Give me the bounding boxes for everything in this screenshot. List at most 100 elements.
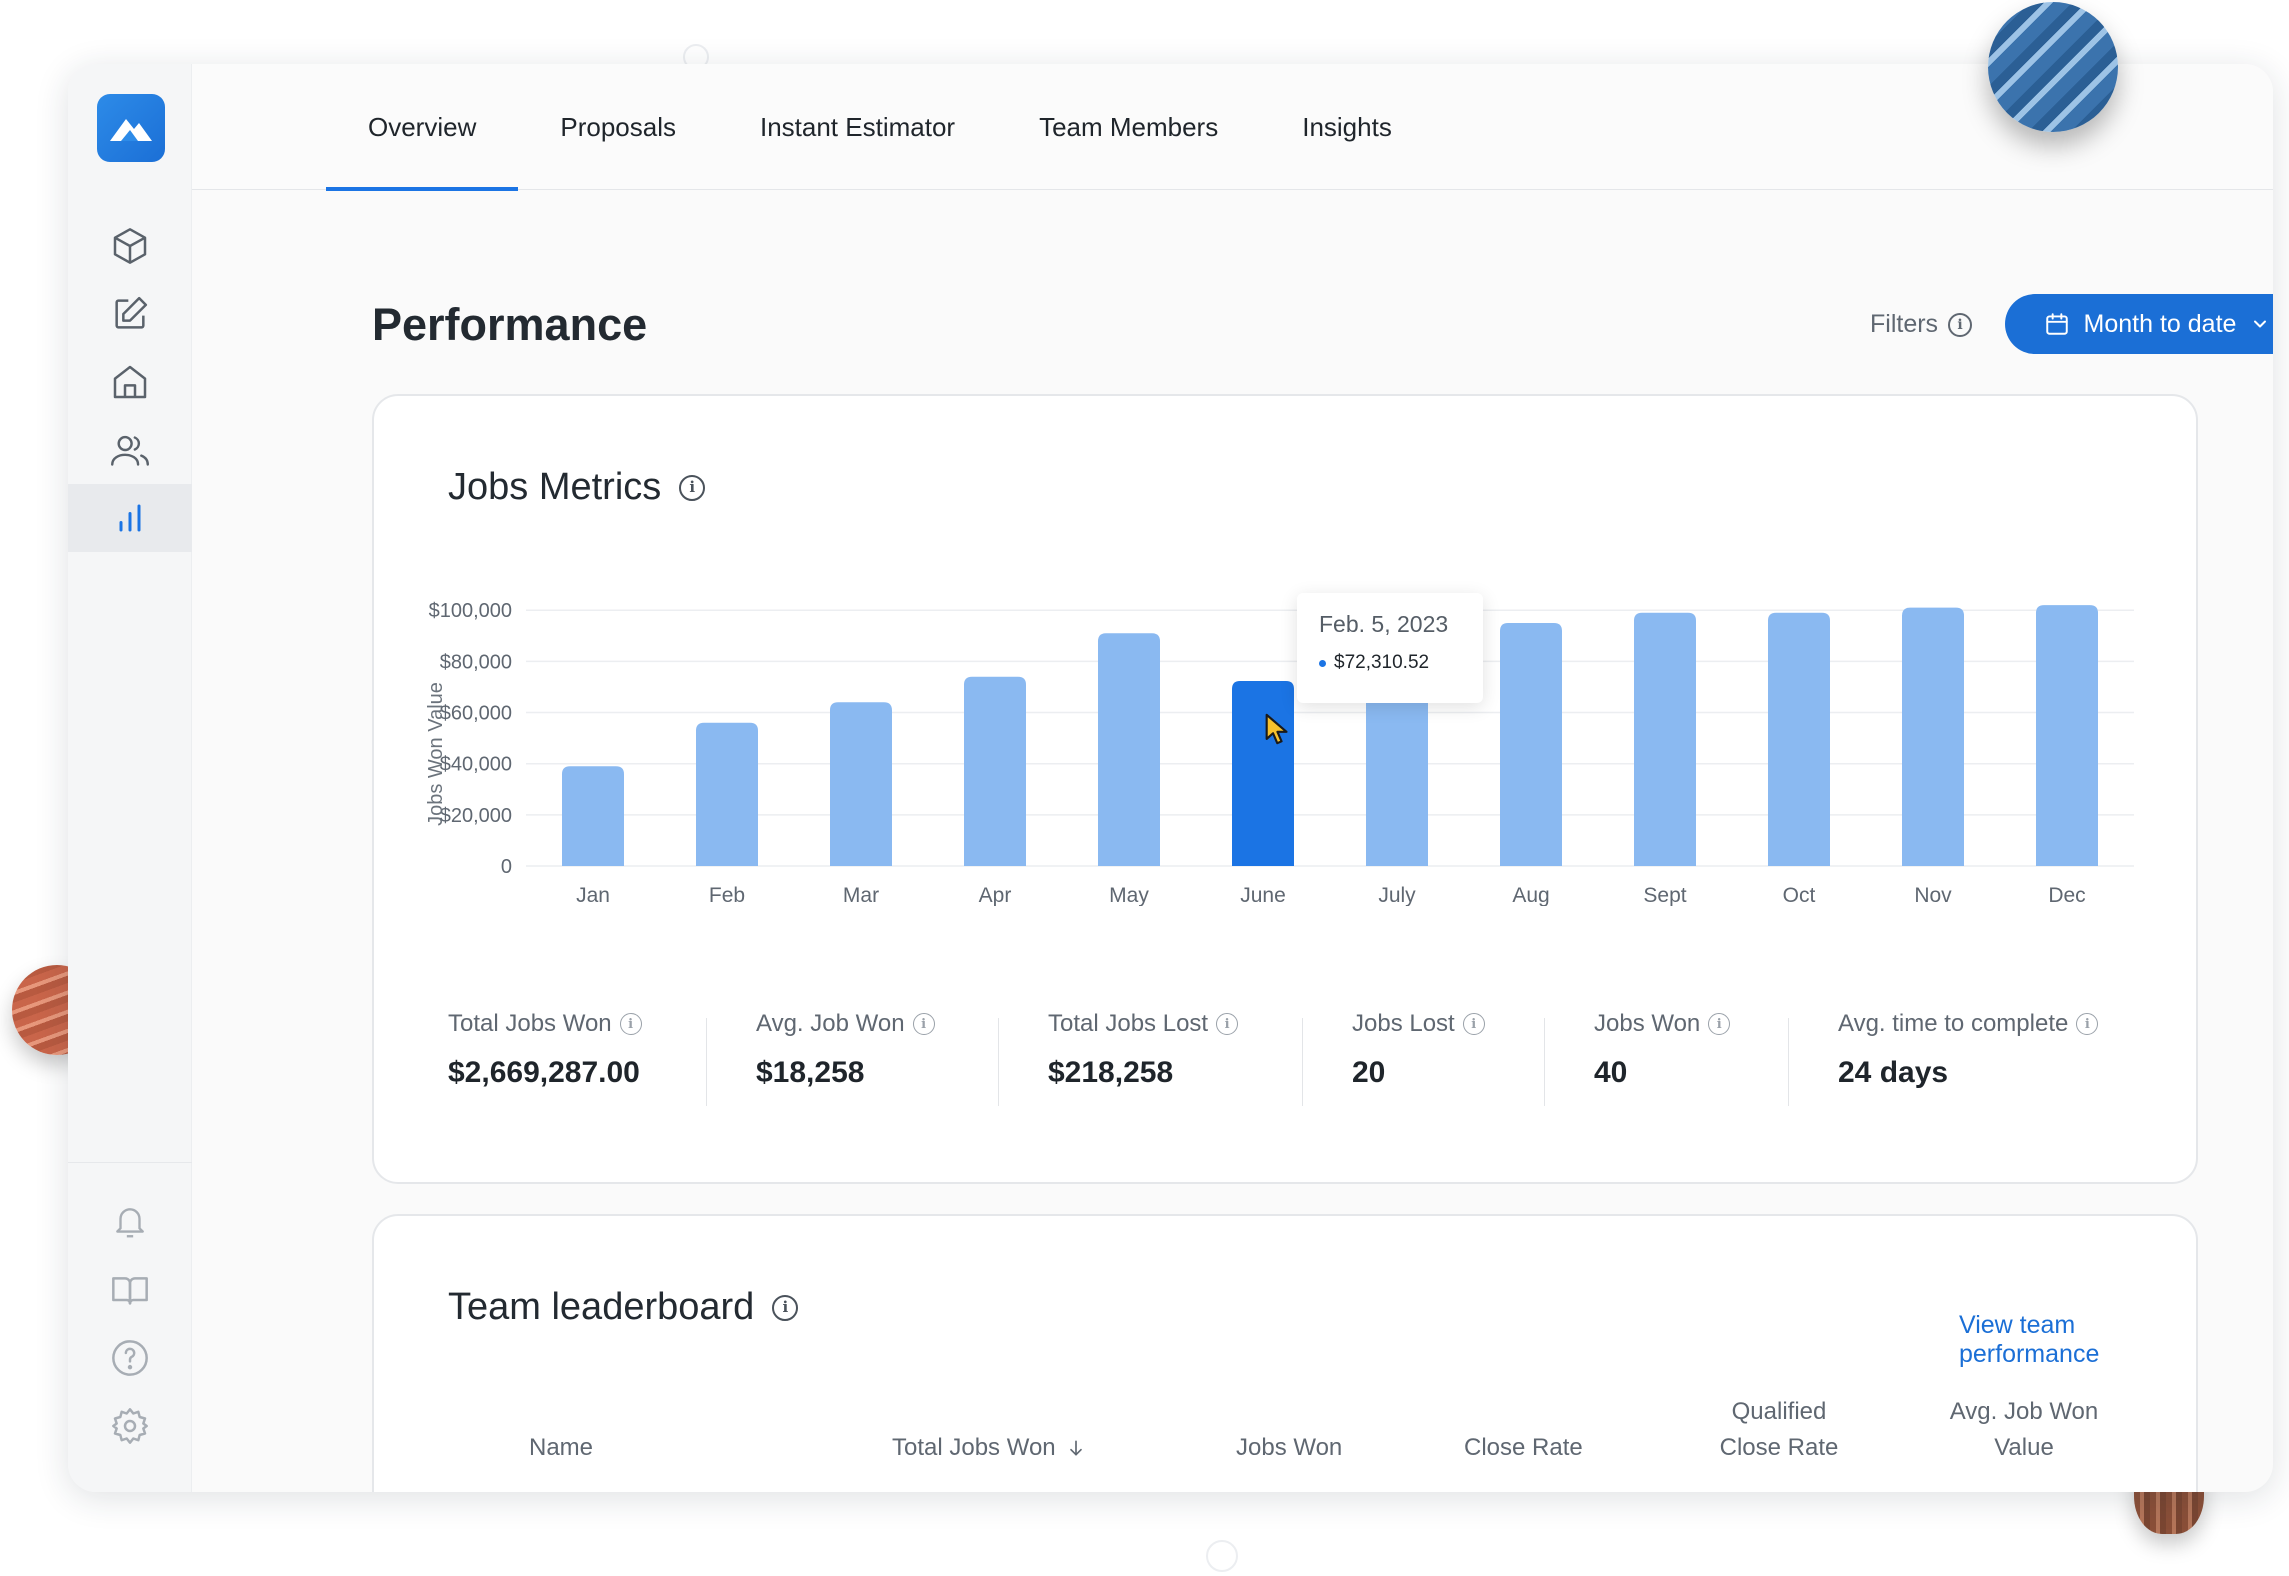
view-team-performance-link[interactable]: View team performance	[1959, 1311, 2100, 1368]
app-logo[interactable]	[97, 94, 165, 162]
info-icon[interactable]: i	[1948, 312, 1973, 337]
info-icon[interactable]: i	[772, 1294, 799, 1321]
solar-panel-photo	[1988, 2, 2118, 132]
y-tick-label: $100,000	[429, 600, 512, 622]
column-header-jobs-won[interactable]: Jobs Won	[1236, 1434, 1343, 1461]
x-tick-label: Nov	[1914, 884, 1952, 906]
tooltip-value-row: $72,310.52	[1319, 652, 1483, 674]
x-tick-label: Oct	[1783, 884, 1816, 906]
stat-value: 24 days	[1838, 1056, 1949, 1089]
bar-jan[interactable]	[562, 766, 624, 866]
column-header-close-rate[interactable]: Close Rate	[1464, 1434, 1583, 1461]
tab-insights[interactable]: Insights	[1302, 111, 1392, 142]
stat-value: $18,258	[756, 1056, 865, 1089]
y-tick-label: 0	[501, 856, 512, 878]
x-tick-label: Jan	[576, 884, 610, 906]
team-leaderboard-title: Team leaderboard	[448, 1286, 755, 1328]
metrics-stats-row: Total Jobs Won i $2,669,287.00 Avg. Job W…	[374, 1010, 2196, 1110]
stat-value: 40	[1594, 1056, 1628, 1089]
tab-team-members[interactable]: Team Members	[1039, 111, 1219, 142]
chart-tooltip: Feb. 5, 2023 $72,310.52	[1297, 593, 1483, 703]
cube-icon	[113, 228, 147, 264]
sidebar-item-settings[interactable]	[68, 1392, 192, 1460]
filters-label: Filters	[1870, 310, 1939, 338]
tooltip-series-dot	[1319, 659, 1326, 667]
column-header-name[interactable]: Name	[529, 1434, 594, 1461]
gear-icon	[112, 1408, 148, 1444]
bar-apr[interactable]	[964, 676, 1026, 866]
stat-total-jobs-lost: Total Jobs Lost i $218,258	[1048, 1010, 1239, 1110]
bar-chart-svg: 0 $20,000 $40,000 $60,000 $80,000 $100,000 Ja…	[425, 600, 2134, 907]
stat-value: $2,669,287.00	[448, 1056, 640, 1089]
x-tick-label: Aug	[1512, 884, 1549, 906]
sidebar-item-home[interactable]	[68, 348, 192, 416]
sidebar-item-docs[interactable]	[68, 1256, 192, 1324]
stat-label: Total Jobs Won	[448, 1010, 612, 1037]
jobs-metrics-card: Jobs Metrics i 0 $20,000 $40,000 $60,000 $80…	[372, 394, 2198, 1184]
info-icon[interactable]: i	[1708, 1013, 1731, 1035]
info-icon[interactable]: i	[1216, 1013, 1239, 1035]
jobs-won-chart: 0 $20,000 $40,000 $60,000 $80,000 $100,000 Ja…	[414, 576, 2174, 907]
mouse-cursor-icon	[1265, 713, 1288, 745]
app-window: Overview Proposals Instant Estimator Tea…	[68, 64, 2273, 1492]
tooltip-date: Feb. 5, 2023	[1319, 611, 1449, 637]
top-navigation: Overview Proposals Instant Estimator Tea…	[192, 64, 2273, 191]
y-tick-label: $80,000	[440, 651, 512, 673]
stat-label: Jobs Won	[1594, 1010, 1701, 1037]
column-header-avg-job-won-value[interactable]: Avg. Job Won Value	[1949, 1398, 2099, 1461]
bar-june[interactable]	[1232, 681, 1294, 866]
column-header-label: Total Jobs Won	[892, 1434, 1056, 1461]
tooltip-value: $72,310.52	[1334, 652, 1430, 673]
bar-sept[interactable]	[1634, 612, 1696, 866]
calendar-icon	[2045, 313, 2068, 335]
bar-oct[interactable]	[1768, 612, 1830, 866]
x-tick-label: May	[1109, 884, 1149, 906]
sidebar	[68, 64, 192, 1492]
x-tick-label: Apr	[979, 884, 1012, 906]
bar-may[interactable]	[1098, 633, 1160, 866]
main-content: Overview Proposals Instant Estimator Tea…	[192, 64, 2273, 1492]
column-header-total-jobs-won[interactable]: Total Jobs Won	[892, 1430, 1086, 1466]
tab-overview[interactable]: Overview	[326, 64, 519, 191]
stat-label: Avg. time to complete	[1838, 1010, 2069, 1037]
sidebar-utility	[68, 1188, 192, 1460]
bar-mar[interactable]	[830, 702, 892, 866]
mountain-logo-icon	[110, 119, 152, 141]
sidebar-item-notifications[interactable]	[68, 1188, 192, 1256]
sidebar-item-team[interactable]	[68, 416, 192, 484]
jobs-metrics-title: Jobs Metrics	[448, 466, 662, 508]
info-icon[interactable]: i	[2076, 1013, 2099, 1035]
sidebar-item-products[interactable]	[68, 212, 192, 280]
date-range-button[interactable]: Month to date	[2005, 294, 2273, 354]
date-range-label: Month to date	[2083, 309, 2237, 338]
sidebar-item-help[interactable]	[68, 1324, 192, 1392]
x-tick-label: June	[1240, 884, 1286, 906]
stat-divider	[1302, 1018, 1303, 1106]
stat-divider	[706, 1018, 707, 1106]
stat-label: Total Jobs Lost	[1048, 1010, 1209, 1037]
x-tick-label: Feb	[709, 884, 745, 906]
stat-label: Avg. Job Won	[756, 1010, 905, 1037]
bar-aug[interactable]	[1500, 623, 1562, 866]
info-icon[interactable]: i	[619, 1013, 642, 1035]
x-tick-label: Sept	[1643, 884, 1686, 906]
info-icon[interactable]: i	[1462, 1013, 1485, 1035]
stat-divider	[998, 1018, 999, 1106]
column-header-qualified-close-rate[interactable]: Qualified Close Rate	[1719, 1398, 1839, 1461]
sidebar-item-proposals[interactable]	[68, 280, 192, 348]
filters-control[interactable]: Filters i	[1870, 310, 1973, 339]
edit-icon	[115, 296, 148, 329]
sidebar-divider	[68, 1162, 192, 1163]
info-icon[interactable]: i	[912, 1013, 935, 1035]
arrow-down-icon	[1069, 1440, 1082, 1456]
tab-proposals[interactable]: Proposals	[560, 111, 676, 142]
bar-feb[interactable]	[696, 722, 758, 866]
bar-chart-icon	[119, 504, 141, 532]
info-icon[interactable]: i	[679, 474, 706, 501]
sidebar-item-insights[interactable]	[68, 484, 192, 552]
bar-dec[interactable]	[2036, 605, 2098, 866]
sidebar-nav	[68, 212, 192, 552]
bar-nov[interactable]	[1902, 607, 1964, 866]
tab-instant-estimator[interactable]: Instant Estimator	[759, 111, 956, 142]
book-icon	[112, 1277, 148, 1305]
